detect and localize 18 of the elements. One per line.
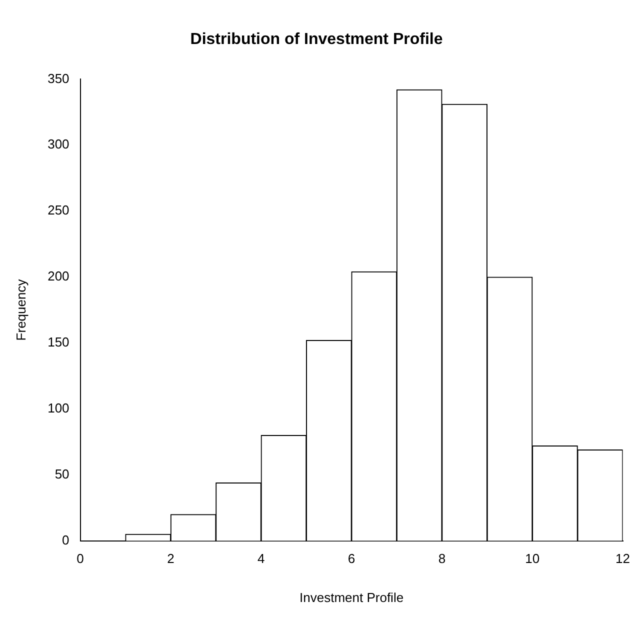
x-tick-label: 12 [616,551,630,566]
x-axis-title: Investment Profile [300,590,404,605]
x-tick-label: 8 [438,551,446,566]
x-tick-label: 2 [167,551,174,566]
y-axis-title: Frequency [13,278,28,341]
y-tick-label: 0 [62,532,70,548]
x-tick-label: 4 [258,551,265,566]
y-tick-label: 250 [48,202,70,218]
y-tick-label: 300 [48,136,70,152]
y-tick-label: 50 [54,466,70,482]
y-tick-label: 150 [48,334,70,350]
y-tick-label: 350 [48,70,70,86]
x-tick-label: 0 [76,551,84,566]
x-tick-label: 6 [348,551,356,566]
chart-title: Distribution of Investment Profile [190,31,443,48]
y-tick-label: 200 [48,268,70,284]
y-tick-label: 100 [48,400,70,416]
x-tick-label: 10 [525,551,540,566]
